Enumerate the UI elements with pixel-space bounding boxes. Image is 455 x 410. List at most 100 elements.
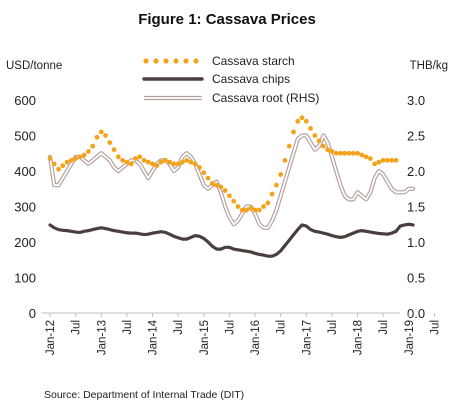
starch-point (158, 159, 164, 165)
x-tick-label: Jan-14 (148, 319, 160, 355)
starch-point (201, 170, 207, 176)
right-tick-label: 1.0 (407, 235, 425, 250)
starch-point (363, 154, 369, 160)
starch-point (265, 200, 271, 206)
starch-point (64, 159, 70, 165)
starch-point (154, 163, 160, 169)
left-tick-label: 300 (14, 200, 36, 215)
starch-point (338, 150, 343, 156)
starch-point (291, 129, 296, 135)
series-cassava-chips (48, 222, 415, 258)
starch-point (385, 157, 390, 163)
legend-item-cassava-starch: Cassava starch (143, 54, 295, 68)
x-axis-ticks: Jan-12 Jul Jan-13 Jul Jan-14 Jul Jan-15 Jul Jan-… (45, 313, 441, 355)
starch-point (244, 207, 249, 213)
starch-point (376, 159, 382, 165)
legend-starch-dot (193, 58, 199, 64)
starch-point (235, 204, 241, 209)
x-tick-label: Jan-19 (404, 320, 416, 355)
starch-point (188, 159, 194, 165)
left-tick-label: 200 (14, 235, 36, 250)
series-layer (47, 115, 416, 258)
starch-point (389, 157, 395, 163)
x-tick-label: Jan-12 (45, 320, 57, 355)
starch-point (111, 147, 117, 153)
starch-point (68, 157, 74, 163)
starch-point (256, 207, 262, 213)
starch-point (197, 165, 202, 170)
starch-point (282, 157, 288, 163)
legend-label-cassava-root: Cassava root (RHS) (212, 91, 319, 105)
starch-point (278, 172, 284, 177)
x-tick-label: Jul (173, 320, 185, 335)
x-tick-label: Jan-15 (199, 320, 211, 355)
starch-point (261, 204, 266, 209)
starch-point (90, 143, 96, 149)
starch-point (214, 182, 219, 188)
starch-point (274, 182, 279, 188)
starch-point (359, 152, 365, 158)
series-cassava-starch (47, 115, 399, 213)
left-tick-label: 100 (14, 271, 36, 286)
series-cassava-root (47, 133, 416, 230)
starch-point (329, 149, 335, 154)
starch-point (133, 156, 138, 161)
source-note: Source: Department of Internal Trade (DI… (44, 389, 244, 401)
x-tick-label: Jul (224, 320, 236, 335)
left-axis-unit: USD/tonne (6, 60, 62, 72)
starch-point (320, 143, 326, 149)
legend-label-cassava-chips: Cassava chips (212, 72, 290, 86)
starch-point (128, 161, 134, 167)
starch-point (209, 181, 215, 186)
starch-point (346, 150, 352, 156)
starch-point (81, 152, 87, 158)
x-tick-label: Jul (122, 320, 134, 335)
starch-point (184, 157, 190, 163)
legend-starch-dot (163, 58, 169, 64)
left-tick-label: 600 (14, 93, 36, 108)
starch-point (303, 118, 309, 124)
starch-point (312, 133, 318, 138)
starch-point (180, 159, 185, 165)
starch-point (269, 191, 275, 197)
starch-point (47, 156, 53, 161)
x-tick-label: Jul (276, 320, 288, 335)
x-tick-label: Jan-16 (250, 320, 262, 355)
starch-point (120, 157, 126, 163)
legend-label-cassava-starch: Cassava starch (212, 54, 295, 68)
x-tick-label: Jul (327, 320, 339, 335)
right-tick-label: 0.5 (407, 271, 425, 286)
x-tick-label: Jul (378, 320, 390, 335)
right-axis-unit: THB/kg (410, 60, 448, 72)
starch-point (124, 159, 130, 165)
starch-point (145, 159, 151, 165)
legend-starch-dot (183, 58, 189, 64)
chart-title: Figure 1: Cassava Prices (138, 11, 316, 28)
starch-point (227, 193, 232, 199)
starch-point (98, 129, 104, 135)
starch-point (316, 138, 322, 144)
starch-point (137, 154, 143, 160)
starch-point (308, 125, 313, 131)
starch-point (380, 157, 386, 163)
starch-point (325, 147, 331, 153)
legend: Cassava starch Cassava chips Cassava roo… (142, 54, 319, 105)
starch-point (86, 149, 91, 154)
starch-point (252, 207, 258, 213)
right-axis-ticks: 0.0 0.5 1.0 1.5 2.0 2.5 3.0 (407, 93, 425, 321)
x-tick-label: Jan-17 (301, 320, 313, 355)
right-tick-label: 2.0 (407, 164, 425, 179)
left-axis-ticks: 0 100 200 300 400 500 600 (14, 93, 36, 321)
series-line-cassava-root-outer (47, 133, 416, 230)
starch-point (150, 161, 155, 167)
starch-point (239, 207, 245, 213)
starch-point (218, 184, 224, 190)
legend-starch-dot (153, 58, 159, 64)
starch-point (77, 154, 83, 160)
starch-point (367, 156, 373, 161)
starch-point (60, 163, 66, 169)
starch-point (295, 118, 301, 124)
left-tick-label: 400 (14, 164, 36, 179)
legend-item-cassava-chips: Cassava chips (142, 72, 290, 86)
